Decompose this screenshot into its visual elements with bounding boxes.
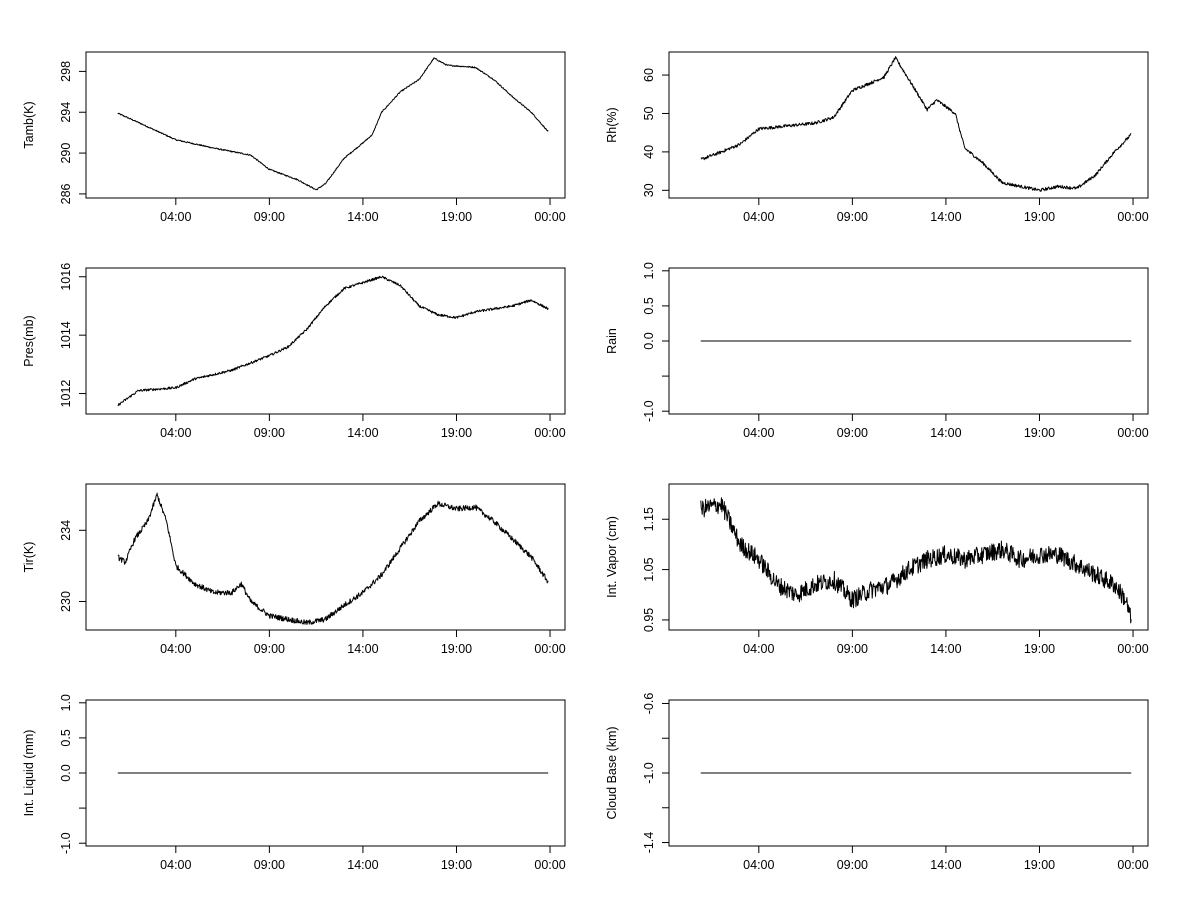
x-tick-label: 19:00 (1024, 426, 1055, 440)
y-tick-label: 290 (59, 143, 73, 164)
y-tick-label: 298 (59, 61, 73, 82)
x-tick-label: 09:00 (254, 210, 285, 224)
x-tick-label: 19:00 (1024, 858, 1055, 872)
series-line (700, 497, 1132, 624)
panel-4: 04:00 09:00 14:00 19:00 00:00 -1.0 0.0 0.5 1.0 Ra… (605, 262, 1149, 440)
y-tick-label: -1.0 (642, 400, 656, 422)
y-tick-label: 234 (59, 520, 73, 541)
x-tick-label: 09:00 (254, 426, 285, 440)
y-tick-label: 1014 (59, 321, 73, 349)
y-axis-label: Tir(K) (22, 542, 36, 573)
y-tick-label: 1.0 (59, 694, 73, 711)
x-tick-label: 04:00 (160, 642, 191, 656)
x-tick-label: 00:00 (1117, 426, 1148, 440)
x-tick-label: 09:00 (837, 642, 868, 656)
x-tick-label: 04:00 (160, 858, 191, 872)
y-tick-label: 0.5 (642, 297, 656, 314)
x-tick-label: 09:00 (254, 642, 285, 656)
x-tick-label: 14:00 (930, 210, 961, 224)
x-tick-label: 00:00 (534, 210, 565, 224)
plot-frame (668, 483, 1149, 631)
x-tick-label: 04:00 (743, 210, 774, 224)
panel-1: 04:00 09:00 14:00 19:00 00:00 286 290 294 298 Tam… (22, 51, 566, 224)
y-tick-label: 40 (642, 145, 656, 159)
x-tick-label: 19:00 (1024, 210, 1055, 224)
y-tick-label: 1.05 (642, 557, 656, 581)
y-tick-label: -0.6 (642, 693, 656, 715)
panel-3: 04:00 09:00 14:00 19:00 00:00 1012 1014 1016 Pre… (22, 263, 566, 440)
plot-frame (85, 51, 566, 199)
x-tick-label: 04:00 (743, 642, 774, 656)
x-tick-label: 09:00 (254, 858, 285, 872)
x-tick-label: 14:00 (930, 426, 961, 440)
y-tick-label: 50 (642, 106, 656, 120)
y-tick-label: 30 (642, 183, 656, 197)
x-tick-label: 19:00 (1024, 642, 1055, 656)
series-line (117, 57, 549, 191)
x-tick-label: 00:00 (534, 426, 565, 440)
x-tick-label: 14:00 (347, 858, 378, 872)
x-tick-label: 09:00 (837, 858, 868, 872)
x-tick-label: 04:00 (160, 210, 191, 224)
x-tick-label: 04:00 (160, 426, 191, 440)
x-tick-label: 00:00 (1117, 858, 1148, 872)
x-tick-label: 14:00 (347, 642, 378, 656)
y-tick-label: 230 (59, 591, 73, 612)
x-tick-label: 00:00 (1117, 642, 1148, 656)
x-tick-label: 00:00 (534, 858, 565, 872)
x-tick-label: 09:00 (837, 426, 868, 440)
x-tick-label: 00:00 (534, 642, 565, 656)
x-tick-label: 14:00 (930, 858, 961, 872)
y-axis-label: Pres(mb) (22, 315, 36, 366)
y-axis-label: Int. Vapor (cm) (605, 516, 619, 598)
x-tick-label: 19:00 (441, 642, 472, 656)
plot-frame (668, 51, 1149, 199)
panel-2: 04:00 09:00 14:00 19:00 00:00 30 40 50 60 Rh(%) (605, 51, 1149, 224)
y-tick-label: 0.0 (59, 764, 73, 781)
plot-frame (85, 267, 566, 415)
y-axis-label: Tamb(K) (22, 101, 36, 148)
y-tick-label: 0.5 (59, 729, 73, 746)
y-tick-label: 1.15 (642, 507, 656, 531)
x-tick-label: 19:00 (441, 210, 472, 224)
y-tick-label: 286 (59, 183, 73, 204)
y-tick-label: -1.4 (642, 832, 656, 854)
y-tick-label: 1016 (59, 263, 73, 291)
y-axis-label: Rain (605, 328, 619, 354)
y-tick-label: 0.95 (642, 608, 656, 632)
panel-8: 04:00 09:00 14:00 19:00 00:00 -1.4 -1.0 -0.6 Clo… (605, 693, 1149, 872)
x-tick-label: 04:00 (743, 858, 774, 872)
y-tick-label: 294 (59, 102, 73, 123)
y-axis-label: Rh(%) (605, 107, 619, 142)
y-tick-label: -1.0 (59, 832, 73, 854)
y-tick-label: 0.0 (642, 332, 656, 349)
y-axis-label: Int. Liquid (mm) (22, 730, 36, 817)
y-tick-label: -1.0 (642, 762, 656, 784)
x-tick-label: 14:00 (930, 642, 961, 656)
x-tick-label: 19:00 (441, 858, 472, 872)
y-axis-label: Cloud Base (km) (605, 726, 619, 819)
series-line (117, 492, 549, 625)
panel-5: 04:00 09:00 14:00 19:00 00:00 230 234 Tir(K) (22, 483, 566, 656)
x-tick-label: 09:00 (837, 210, 868, 224)
y-tick-label: 60 (642, 68, 656, 82)
series-line (117, 275, 549, 406)
y-tick-label: 1.0 (642, 262, 656, 279)
panel-6: 04:00 09:00 14:00 19:00 00:00 0.95 1.05 1.15 Int… (605, 483, 1149, 656)
x-tick-label: 19:00 (441, 426, 472, 440)
x-tick-label: 14:00 (347, 210, 378, 224)
series-line (700, 56, 1132, 192)
x-tick-label: 00:00 (1117, 210, 1148, 224)
panel-7: 04:00 09:00 14:00 19:00 00:00 -1.0 0.0 0.5 1.0 In… (22, 694, 566, 872)
y-tick-label: 1012 (59, 380, 73, 408)
x-tick-label: 04:00 (743, 426, 774, 440)
x-tick-label: 14:00 (347, 426, 378, 440)
plot-frame (85, 483, 566, 631)
